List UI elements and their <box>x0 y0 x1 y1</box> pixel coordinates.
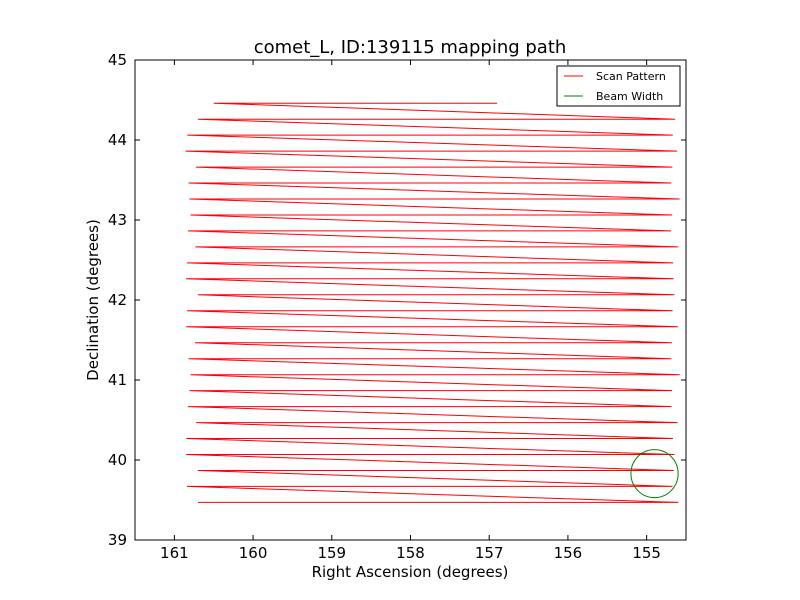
legend-label-scan-pattern: Scan Pattern <box>596 70 666 83</box>
x-tick-label-4: 157 <box>475 544 504 562</box>
chart-title: comet_L, ID:139115 mapping path <box>254 37 567 58</box>
legend-box <box>556 65 681 107</box>
scan-pattern-line <box>185 102 680 503</box>
y-tick-label-5: 44 <box>108 131 127 149</box>
y-tick-label-0: 39 <box>108 531 127 549</box>
x-tick-label-0: 161 <box>160 544 189 562</box>
x-axis-label: Right Ascension (degrees) <box>312 563 509 581</box>
x-tick-label-2: 159 <box>317 544 346 562</box>
beam-width-circle <box>630 449 679 499</box>
y-tick-label-3: 42 <box>108 291 127 309</box>
y-tick-label-2: 41 <box>108 371 127 389</box>
x-tick-label-3: 158 <box>396 544 425 562</box>
x-tick-label-1: 160 <box>239 544 268 562</box>
y-tick-label-6: 45 <box>108 51 127 69</box>
x-tick-label-6: 155 <box>632 544 661 562</box>
y-tick-label-1: 40 <box>108 451 127 469</box>
legend: Scan Pattern Beam Width <box>556 65 681 107</box>
y-axis-label: Declination (degrees) <box>84 219 102 381</box>
y-tick-label-4: 43 <box>108 211 127 229</box>
legend-label-beam-width: Beam Width <box>596 90 663 103</box>
x-tick-label-5: 156 <box>554 544 583 562</box>
plot-area: 161 160 159 158 157 156 155 39 40 41 42 43 44 45 <box>108 51 687 562</box>
